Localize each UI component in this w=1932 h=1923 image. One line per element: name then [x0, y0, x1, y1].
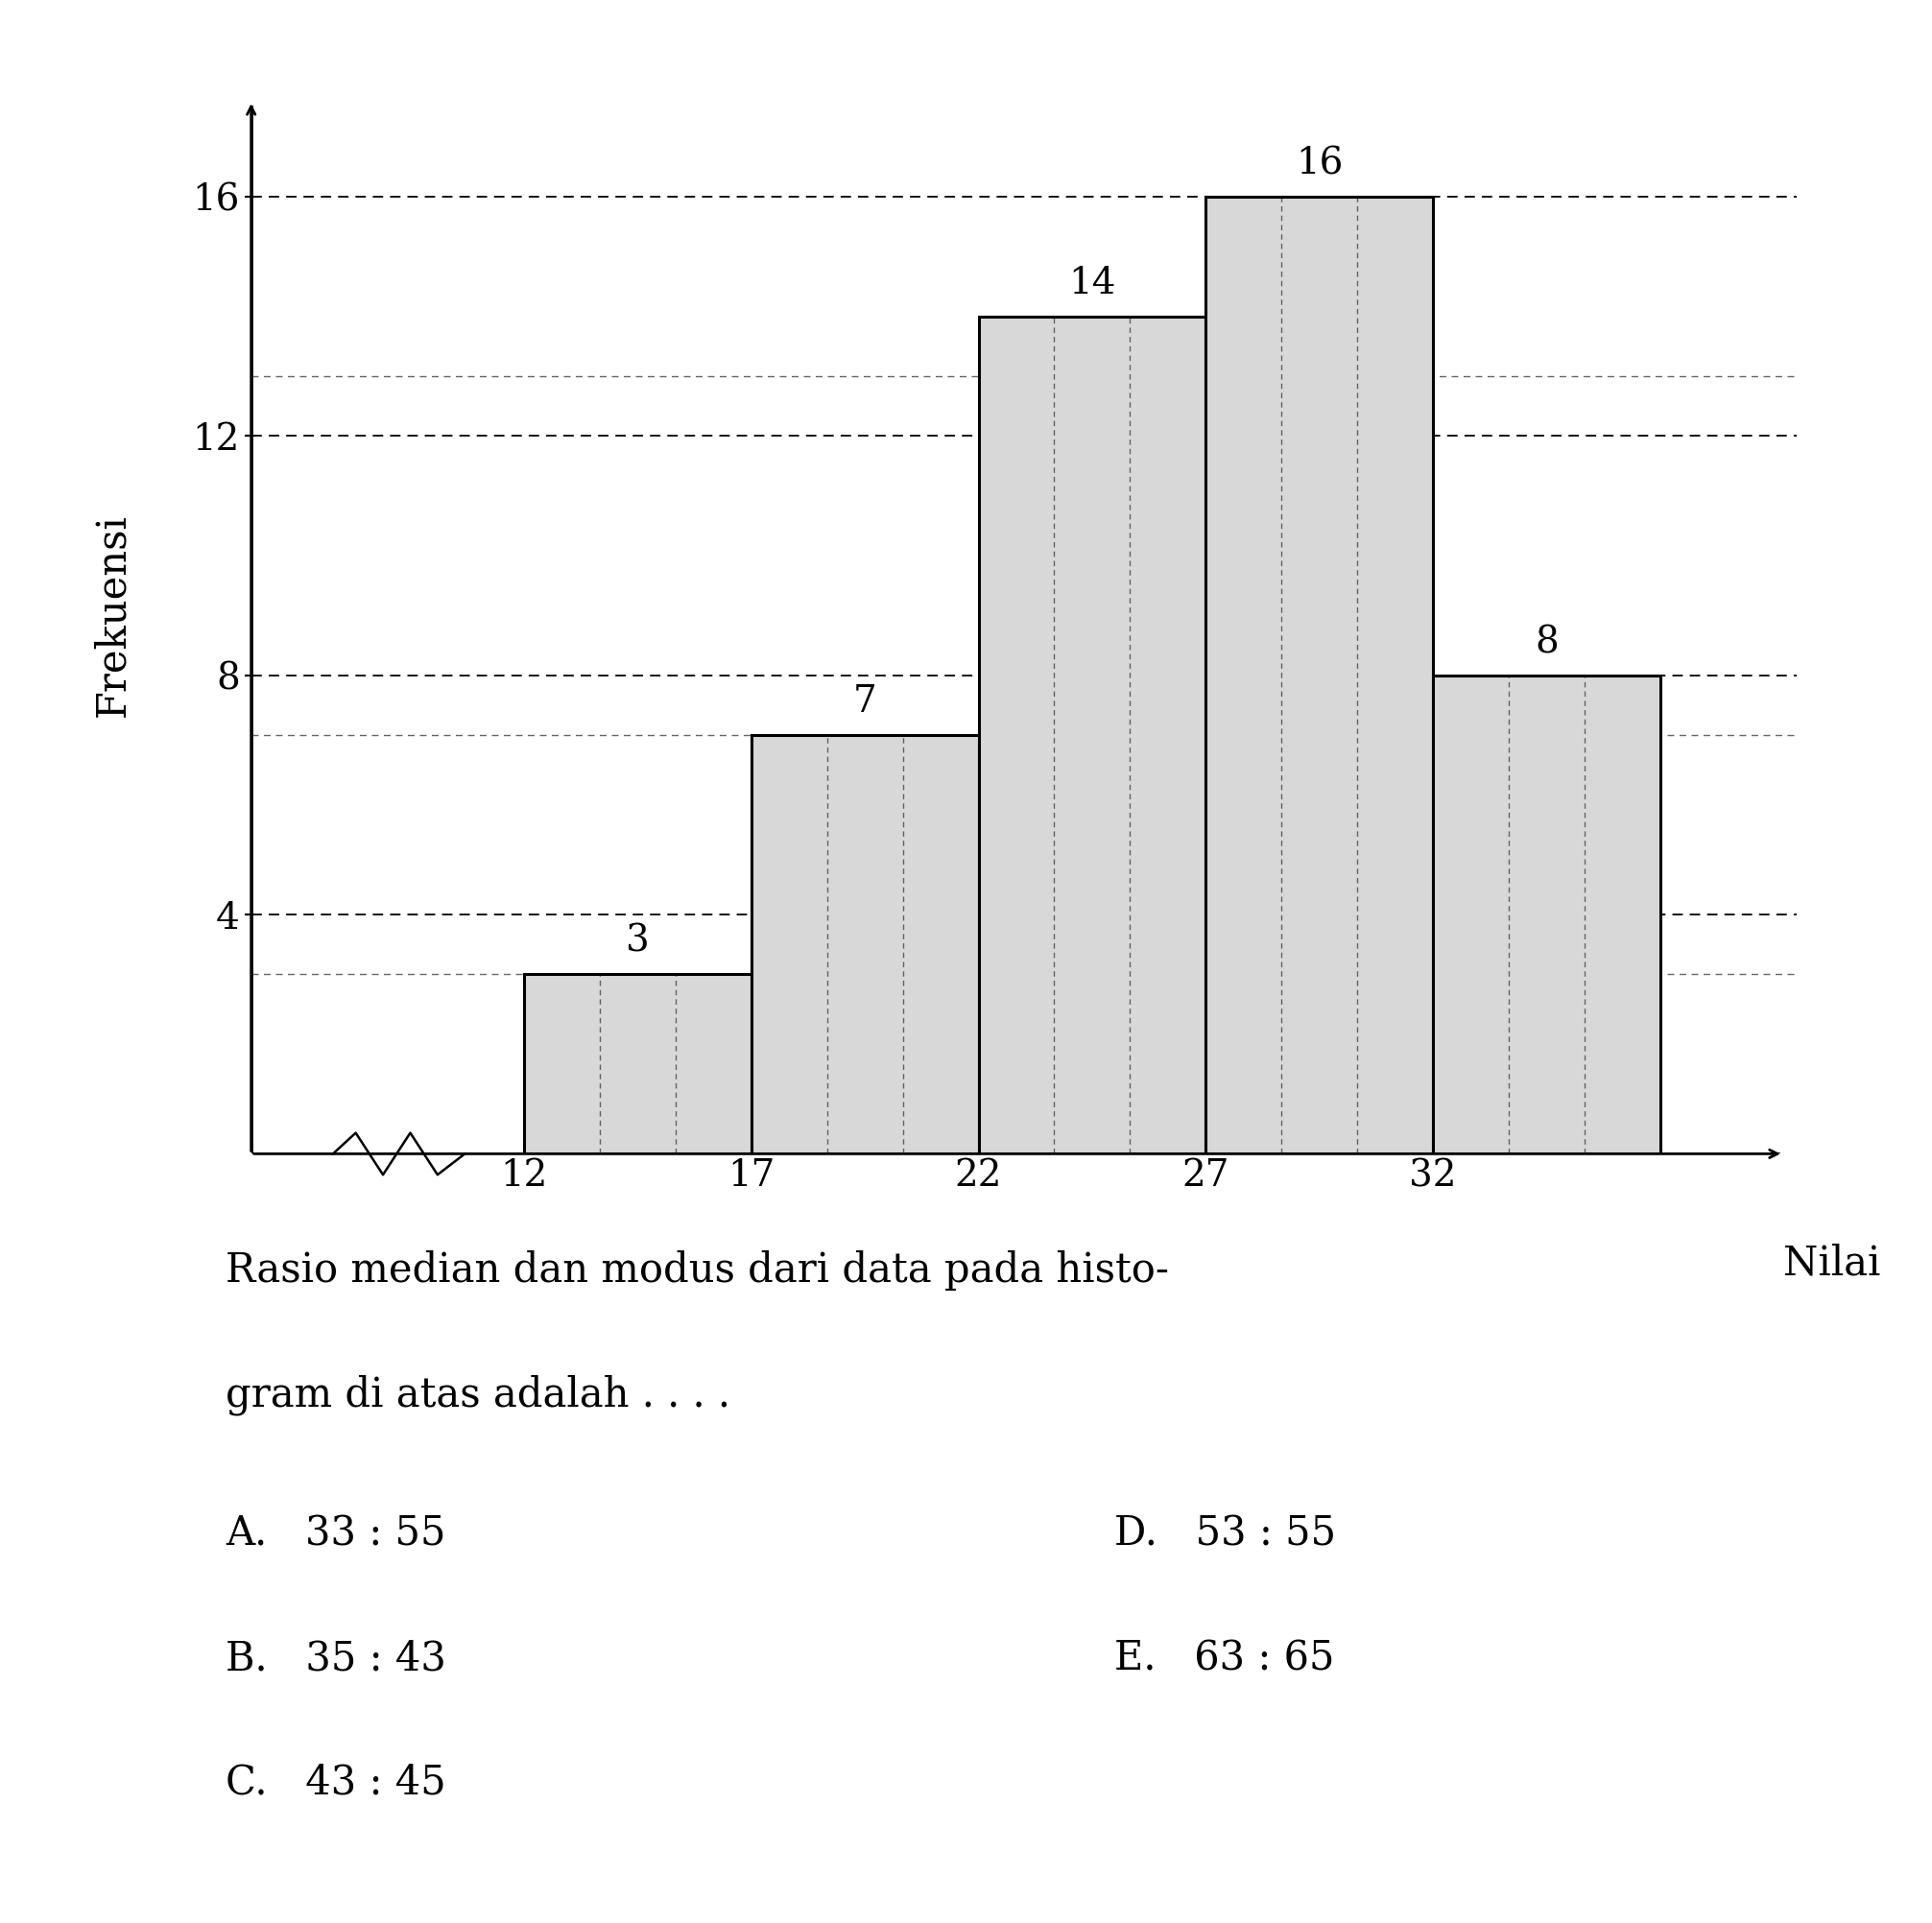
Bar [1206, 196, 1434, 1154]
Text: 7: 7 [852, 685, 877, 719]
Text: C.   43 : 45: C. 43 : 45 [226, 1761, 446, 1802]
Bar [524, 975, 752, 1154]
Text: gram di atas adalah . . . .: gram di atas adalah . . . . [226, 1375, 730, 1415]
Text: Nilai: Nilai [1783, 1244, 1880, 1285]
Text: 3: 3 [626, 923, 649, 960]
Bar [1434, 675, 1660, 1154]
Text: 14: 14 [1068, 265, 1117, 302]
Text: A.   33 : 55: A. 33 : 55 [226, 1513, 446, 1554]
Text: B.   35 : 43: B. 35 : 43 [226, 1638, 446, 1679]
Bar [978, 315, 1206, 1154]
Bar [752, 735, 978, 1154]
Text: 16: 16 [1296, 146, 1343, 181]
Text: Frekuensi: Frekuensi [93, 513, 131, 717]
Text: 8: 8 [1534, 625, 1559, 660]
Text: Rasio median dan modus dari data pada histo-: Rasio median dan modus dari data pada hi… [226, 1250, 1169, 1290]
Text: D.   53 : 55: D. 53 : 55 [1115, 1513, 1337, 1554]
Text: E.   63 : 65: E. 63 : 65 [1115, 1638, 1335, 1679]
